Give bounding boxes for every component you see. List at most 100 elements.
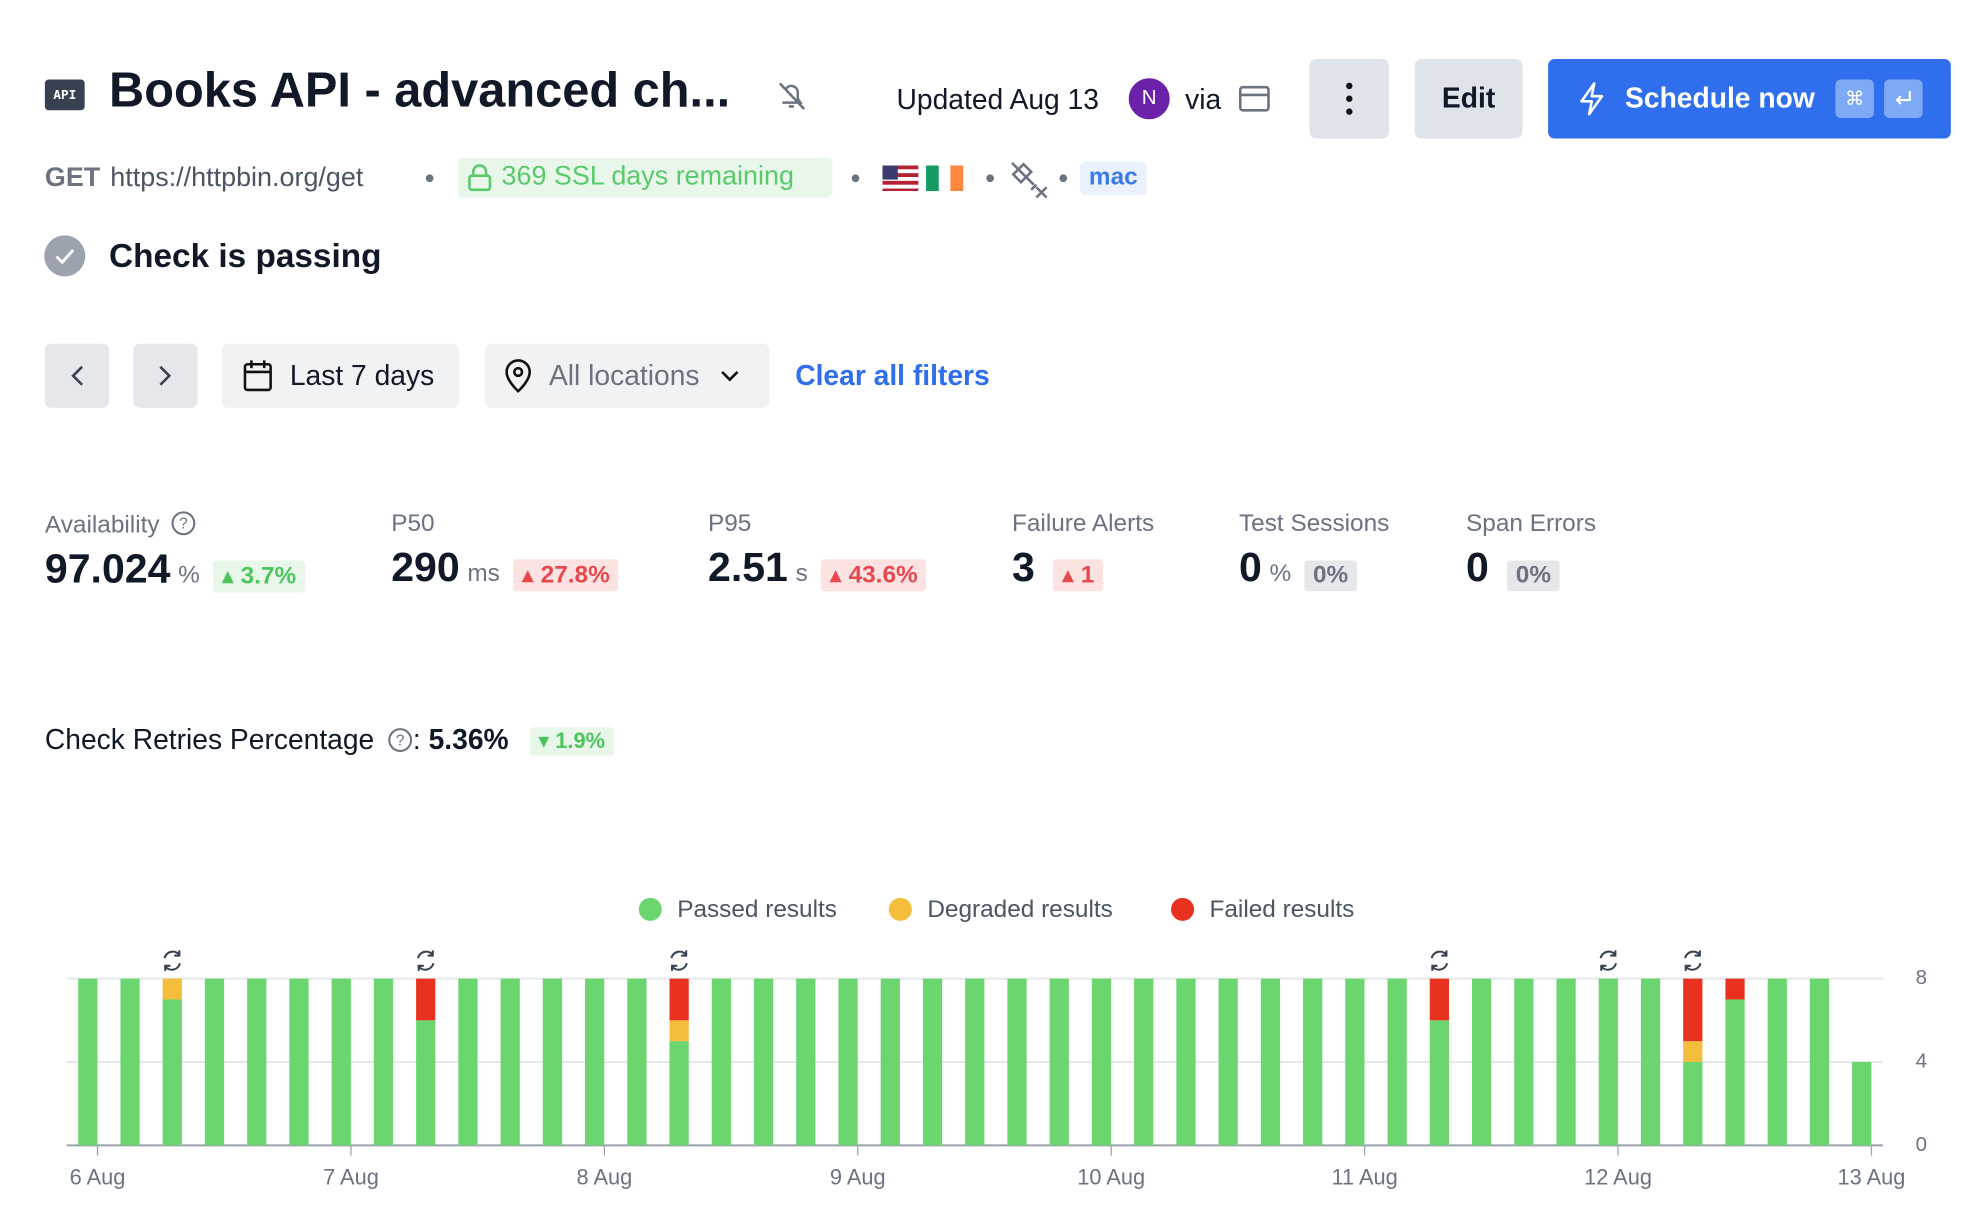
metric-value: 97.024 — [44, 545, 171, 592]
bar-segment — [1218, 978, 1238, 1146]
dot — [986, 174, 995, 183]
pin-icon — [505, 359, 531, 393]
bar-segment — [162, 978, 182, 1000]
metric: Availability ? 97.024% ▴ 3.7% — [44, 510, 306, 593]
date-range[interactable]: Last 7 days — [221, 343, 460, 408]
prev-button[interactable] — [44, 343, 110, 408]
kbd-enter — [1884, 79, 1923, 118]
dot — [425, 174, 434, 183]
retry-arrow — [670, 950, 688, 971]
retry-arrow — [1430, 950, 1449, 971]
dot — [1059, 174, 1068, 183]
retry-icon — [1684, 950, 1702, 971]
dot — [851, 174, 860, 183]
bar-segment — [247, 978, 267, 1146]
chevron-right — [159, 365, 172, 386]
retries-change-value: 1.9% — [555, 728, 606, 754]
url: https://httpbin.org/get — [110, 162, 364, 193]
bar-segment — [416, 978, 436, 1021]
bar-segment — [1049, 978, 1069, 1146]
retry-icon — [163, 950, 181, 971]
bar-segment — [289, 978, 309, 1146]
bar-segment — [416, 1020, 436, 1146]
bar-segment — [204, 978, 225, 1146]
retry-arrow — [1684, 950, 1702, 971]
x-tick-label: 6 Aug — [70, 1164, 126, 1189]
location-filter[interactable]: All locations — [484, 343, 770, 408]
clear-filters[interactable]: Clear all filters — [795, 359, 990, 392]
kbd-cmd: ⌘ — [1835, 79, 1874, 118]
bar-segment — [669, 1041, 689, 1146]
edit-button[interactable]: Edit — [1414, 58, 1523, 139]
private-location-off-icon — [1011, 161, 1048, 199]
chevron-down — [721, 371, 739, 382]
bar-segment — [1852, 1061, 1872, 1146]
bar-segment — [711, 978, 731, 1146]
bar-segment — [753, 978, 774, 1146]
bar-segment — [1007, 978, 1027, 1146]
metric-change: ▴ 3.7% — [212, 560, 306, 593]
legend-swatch — [888, 897, 912, 921]
metric: Failure Alerts 3 ▴ 1 — [1011, 510, 1155, 592]
tag[interactable]: mac — [1079, 161, 1147, 195]
bar-segment — [796, 978, 816, 1146]
metric-change: 0% — [1304, 560, 1358, 591]
retries-separator: : — [412, 723, 421, 756]
next-button[interactable] — [133, 343, 198, 408]
retries-row: Check Retries Percentage ?: 5.36% ▾ 1.9% — [45, 723, 614, 756]
retry-arrow — [1599, 950, 1618, 971]
metric-unit: s — [795, 560, 808, 588]
metric-label: Span Errors — [1466, 510, 1597, 538]
bar-segment — [1598, 978, 1618, 1146]
bar-segment — [1429, 978, 1449, 1021]
schedule-button[interactable]: Schedule now ⌘ — [1548, 58, 1951, 139]
help-icon[interactable]: ? — [387, 727, 413, 753]
metric-change: 0% — [1506, 560, 1560, 591]
retry-icon — [1599, 950, 1618, 971]
status-text: Check is passing — [109, 235, 382, 275]
help-icon[interactable]: ? — [170, 510, 196, 536]
more-button[interactable] — [1309, 58, 1390, 139]
bar-segment — [120, 978, 140, 1146]
retry-arrow — [163, 950, 181, 971]
status-icon — [44, 235, 86, 277]
bar-segment — [922, 978, 943, 1146]
mute-icon[interactable] — [775, 80, 808, 113]
retry-arrow — [417, 950, 435, 971]
retries-change: ▾ 1.9% — [529, 727, 614, 756]
chevron-left — [71, 365, 83, 386]
bar-segment — [627, 978, 647, 1146]
bar-segment — [1725, 978, 1745, 1000]
bar-segment — [542, 978, 563, 1146]
legend-swatch — [1171, 897, 1195, 921]
bar-segment — [1767, 978, 1787, 1146]
metric: Test Sessions 0% 0% — [1239, 510, 1389, 591]
enter-icon — [1895, 91, 1911, 105]
x-tick-label: 9 Aug — [830, 1164, 886, 1189]
bar-segment — [78, 978, 98, 1146]
x-tick-label: 10 Aug — [1077, 1164, 1145, 1189]
bar-segment — [1725, 999, 1745, 1146]
api-icon: API — [44, 79, 85, 111]
metric-label: Test Sessions — [1238, 510, 1390, 538]
bar-segment — [669, 1020, 689, 1042]
browser-icon — [1238, 85, 1270, 112]
avatar: N — [1128, 78, 1170, 120]
bar-segment — [162, 999, 182, 1146]
metric-value: 0 — [1466, 543, 1489, 590]
metric-change-value: 27.8% — [540, 562, 610, 590]
metric-value: 3 — [1011, 543, 1035, 590]
updated-text: Updated Aug 13 — [896, 83, 1099, 116]
metric-change-value: 1 — [1080, 562, 1095, 590]
metric-label: Failure Alerts — [1011, 510, 1155, 538]
bar-segment — [1134, 978, 1154, 1146]
bar-segment — [1683, 1061, 1703, 1146]
y-tick-label: 0 — [1916, 1133, 1927, 1156]
bar-segment — [669, 978, 689, 1021]
via-text: via — [1185, 83, 1222, 116]
date-range-text: Last 7 days — [289, 359, 435, 392]
metric-change-value: 43.6% — [848, 562, 918, 590]
x-tick-label: 13 Aug — [1838, 1164, 1906, 1189]
ssl-text: 369 SSL days remaining — [501, 161, 794, 192]
